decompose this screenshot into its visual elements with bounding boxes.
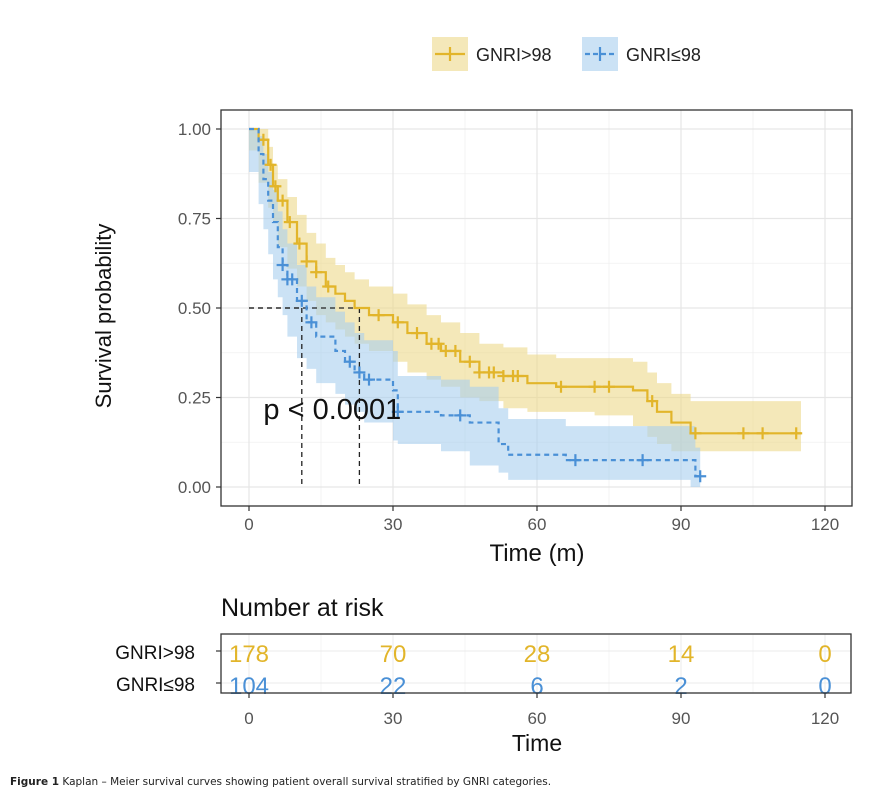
x-tick-label: 60 bbox=[528, 515, 547, 534]
legend: GNRI>98 GNRI≤98 bbox=[432, 37, 701, 71]
censor-mark bbox=[411, 327, 423, 340]
censor-mark bbox=[295, 294, 308, 307]
legend-item-gnri-gt-98: GNRI>98 bbox=[432, 37, 552, 71]
censor-mark bbox=[283, 216, 296, 229]
x-axis-title: Time (m) bbox=[489, 540, 584, 567]
censor-mark bbox=[449, 344, 462, 357]
censor-mark bbox=[286, 273, 299, 286]
censor-mark bbox=[276, 259, 289, 272]
censor-mark bbox=[300, 255, 313, 268]
x-tick-label: 90 bbox=[672, 515, 691, 534]
y-tick-label: 0.00 bbox=[178, 478, 211, 497]
legend-label: GNRI>98 bbox=[476, 45, 552, 65]
censor-mark bbox=[555, 380, 567, 393]
censor-mark bbox=[432, 337, 445, 350]
km-chart: GNRI>98 GNRI≤98 p < 0.0001 0 30 60 90 120 0.00 0… bbox=[91, 37, 853, 756]
censor-mark bbox=[310, 266, 323, 279]
censor-mark bbox=[569, 454, 582, 467]
risk-table-title: Number at risk bbox=[221, 594, 384, 622]
risk-row-label: GNRI>98 bbox=[115, 643, 195, 664]
censor-mark bbox=[588, 380, 601, 393]
risk-value: 14 bbox=[668, 641, 695, 668]
censor-mark bbox=[756, 427, 769, 440]
censor-mark bbox=[363, 373, 375, 386]
censor-mark bbox=[293, 237, 306, 250]
risk-value: 178 bbox=[229, 641, 269, 668]
ci-band-gnri-le-98 bbox=[249, 129, 701, 487]
risk-x-tick-label: 60 bbox=[528, 709, 547, 728]
y-tick-label: 0.50 bbox=[178, 299, 211, 318]
risk-value: 28 bbox=[524, 641, 551, 668]
survival-curve-gnri-le-98 bbox=[249, 127, 701, 478]
censor-mark bbox=[737, 427, 750, 440]
censor-mark bbox=[343, 355, 356, 368]
y-axis-title: Survival probability bbox=[91, 224, 116, 409]
legend-label: GNRI≤98 bbox=[626, 45, 701, 65]
figure-label: Figure 1 bbox=[10, 776, 60, 788]
risk-x-tick-label: 30 bbox=[384, 709, 403, 728]
y-tick-label: 0.75 bbox=[178, 210, 211, 229]
censor-mark bbox=[790, 427, 803, 440]
risk-table-border bbox=[220, 633, 852, 694]
p-value-annotation: p < 0.0001 bbox=[263, 394, 401, 426]
censor-mark bbox=[694, 470, 707, 483]
censor-mark bbox=[353, 366, 366, 379]
censor-mark bbox=[305, 316, 318, 329]
censor-mark bbox=[463, 355, 476, 368]
censor-mark bbox=[454, 409, 467, 422]
risk-x-tick-label: 90 bbox=[672, 709, 691, 728]
censor-mark bbox=[603, 380, 615, 393]
x-tick-label: 0 bbox=[244, 515, 253, 534]
censor-mark bbox=[646, 395, 659, 408]
figure-caption-text: Kaplan – Meier survival curves showing p… bbox=[59, 776, 552, 788]
censor-mark bbox=[322, 280, 335, 293]
risk-row-label: GNRI≤98 bbox=[116, 675, 195, 696]
censor-mark bbox=[511, 370, 524, 383]
legend-item-gnri-le-98: GNRI≤98 bbox=[582, 37, 701, 71]
risk-x-tick-label: 0 bbox=[244, 709, 253, 728]
censor-mark bbox=[487, 366, 500, 379]
survival-plot-panel: p < 0.0001 0 30 60 90 120 0.00 0.25 0.50 0.75 1.00… bbox=[91, 109, 853, 567]
censor-mark bbox=[636, 454, 649, 467]
y-tick-label: 0.25 bbox=[178, 389, 211, 408]
y-tick-label: 1.00 bbox=[178, 120, 211, 139]
censor-mark bbox=[391, 405, 404, 418]
figure-caption: Figure 1 Kaplan – Meier survival curves … bbox=[10, 776, 551, 788]
x-tick-label: 30 bbox=[384, 515, 403, 534]
risk-value: 0 bbox=[818, 641, 831, 668]
ci-band-gnri-gt-98 bbox=[249, 129, 801, 452]
x-tick-label: 120 bbox=[811, 515, 839, 534]
risk-x-axis-title: Time bbox=[512, 730, 562, 756]
censor-mark bbox=[689, 427, 702, 440]
risk-x-tick-label: 120 bbox=[811, 709, 839, 728]
censor-mark bbox=[372, 309, 385, 322]
censor-mark bbox=[276, 194, 289, 207]
censor-mark bbox=[269, 180, 282, 193]
censor-mark bbox=[391, 316, 404, 329]
risk-value: 70 bbox=[380, 641, 407, 668]
censor-mark bbox=[264, 158, 277, 171]
